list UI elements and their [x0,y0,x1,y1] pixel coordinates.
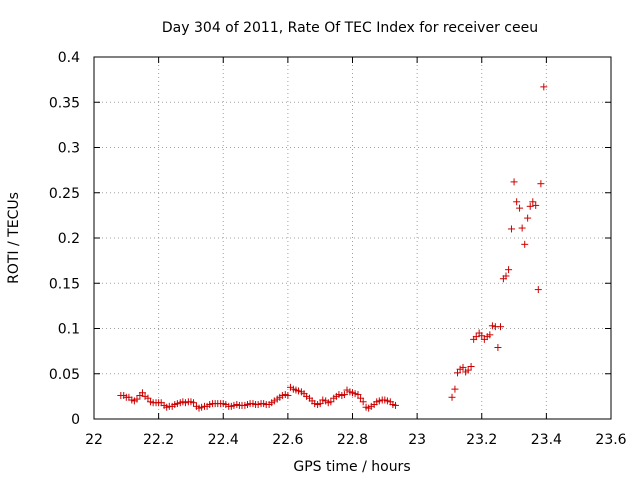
data-point [133,395,141,403]
x-tick-label: 22.8 [337,432,368,448]
data-point [141,392,149,400]
data-point [448,393,456,401]
data-point [222,401,230,409]
plot-frame [93,56,612,420]
y-tick-label: 0.3 [58,141,80,157]
data-point [513,198,521,206]
data-point [532,201,540,209]
data-point [529,198,537,206]
x-tick-label: 23.4 [531,432,562,448]
x-tick-label: 22.2 [143,432,174,448]
y-tick-label: 0.4 [58,50,80,66]
data-point [383,397,391,405]
x-tick-label: 22 [85,432,103,448]
data-point [502,272,510,280]
data-point [459,363,467,371]
data-point [540,83,548,91]
data-point [343,386,351,394]
y-axis-tick-labels: 0 0.05 0.1 0.15 0.2 0.25 0.3 0.35 0.4 [49,50,80,428]
data-point [454,369,462,377]
data-point [286,383,294,391]
grid [94,57,611,419]
data-point [144,394,152,402]
data-point [303,392,311,400]
data-point [173,400,181,408]
data-point [521,240,529,248]
y-tick-label: 0.35 [49,95,80,111]
y-axis-label: ROTI / TECUs [6,192,22,284]
data-point [375,397,383,405]
data-point [451,385,459,393]
data-point [486,331,494,339]
data-point [478,332,486,340]
data-point [488,322,496,330]
data-point [181,399,189,407]
data-point [319,396,327,404]
data-point [496,323,504,331]
data-point [467,363,475,371]
data-point [505,266,513,274]
x-axis-tick-labels: 22 22.2 22.4 22.6 22.8 23 23.2 23.4 23.6 [85,432,627,448]
x-tick-label: 23.2 [466,432,497,448]
x-tick-label: 22.4 [208,432,239,448]
data-point [507,225,515,233]
x-tick-label: 23.6 [595,432,626,448]
data-point [190,399,198,407]
y-tick-label: 0.15 [49,276,80,292]
data-point [359,398,367,406]
chart-title: Day 304 of 2011, Rate Of TEC Index for r… [162,20,538,36]
y-tick-label: 0 [71,412,80,428]
x-tick-label: 22.6 [272,432,303,448]
data-point [327,398,335,406]
data-point [357,394,365,402]
y-tick-label: 0.05 [49,367,80,383]
data-point [367,402,375,410]
data-point [526,202,534,210]
data-point [494,344,502,352]
y-tick-label: 0.25 [49,186,80,202]
data-point [391,401,399,409]
data-point [340,391,348,399]
data-point [537,180,545,188]
data-point [351,390,359,398]
data-point [510,178,518,186]
data-point [464,366,472,374]
x-axis-label: GPS time / hours [293,459,410,475]
data-point [206,401,214,409]
y-tick-label: 0.2 [58,231,80,247]
data-points [117,83,548,412]
data-point [295,387,303,395]
data-point [198,403,206,411]
data-point [524,214,532,222]
data-point [516,204,524,212]
data-point [456,365,464,373]
data-point [284,391,292,399]
data-point [354,391,362,399]
x-tick-label: 23 [408,432,426,448]
data-point [534,286,542,294]
data-point [472,333,480,341]
data-point [518,224,526,232]
data-point [270,397,278,405]
data-point [254,401,262,409]
y-tick-label: 0.1 [58,322,80,338]
data-point [316,400,324,408]
data-point [138,389,146,397]
